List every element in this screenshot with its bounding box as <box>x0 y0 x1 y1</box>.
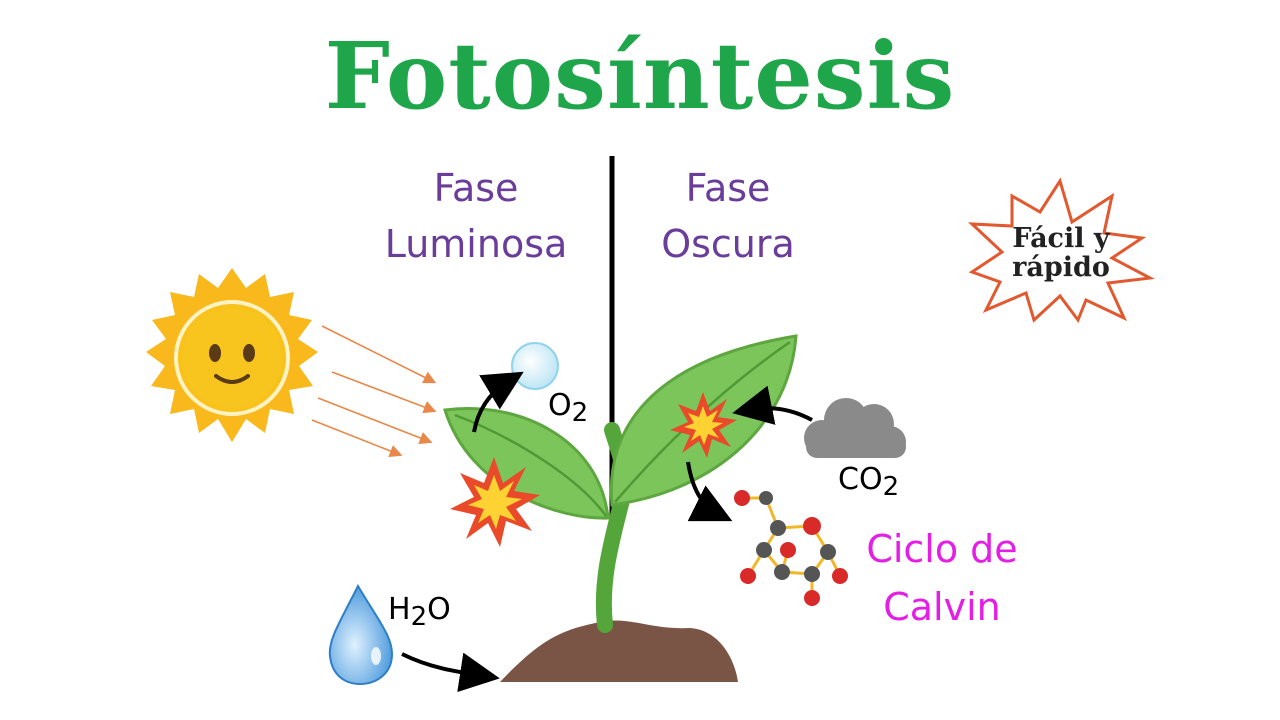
badge-line2: rápido <box>1012 252 1110 283</box>
calvin-cycle-label: Ciclo de Calvin <box>850 520 1034 636</box>
calvin-line1: Ciclo de <box>866 527 1018 571</box>
oxygen-symbol: O <box>548 388 572 423</box>
badge-line1: Fácil y <box>1012 223 1110 254</box>
co2-label: CO2 <box>838 462 899 502</box>
oxygen-bubble-icon <box>511 342 559 390</box>
sun-icon <box>146 268 318 442</box>
page-title: Fotosíntesis <box>324 22 956 130</box>
water-drop-icon <box>328 583 394 686</box>
cloud-icon <box>804 398 906 458</box>
water-arrow <box>401 652 500 693</box>
dark-phase-line2: Oscura <box>661 222 795 266</box>
soil <box>500 620 738 682</box>
left-leaf <box>443 407 610 520</box>
oxygen-label: O2 <box>548 388 588 428</box>
calvin-arrow <box>686 461 733 522</box>
glucose-molecule-icon <box>734 490 848 606</box>
sun-rays <box>311 325 437 458</box>
badge-text: Fácil y rápido <box>990 224 1132 282</box>
water-o: O <box>427 592 451 627</box>
energy-burst-icon <box>450 457 540 547</box>
light-phase-line2: Luminosa <box>384 222 568 266</box>
light-phase-label: Fase Luminosa <box>366 160 586 272</box>
energy-burst-icon <box>670 392 737 458</box>
co2-symbol: CO <box>838 462 883 497</box>
oxygen-arrow <box>472 371 524 433</box>
co2-arrow <box>732 385 813 425</box>
oxygen-subscript: 2 <box>571 398 589 428</box>
water-label: H2O <box>388 592 451 632</box>
water-h: H <box>388 592 411 627</box>
dark-phase-label: Fase Oscura <box>618 160 838 272</box>
calvin-line2: Calvin <box>883 585 1001 629</box>
badge-starburst-icon <box>967 177 1155 324</box>
water-subscript: 2 <box>410 602 428 632</box>
light-phase-line1: Fase <box>433 166 519 210</box>
dark-phase-line1: Fase <box>685 166 771 210</box>
co2-subscript: 2 <box>882 472 900 502</box>
